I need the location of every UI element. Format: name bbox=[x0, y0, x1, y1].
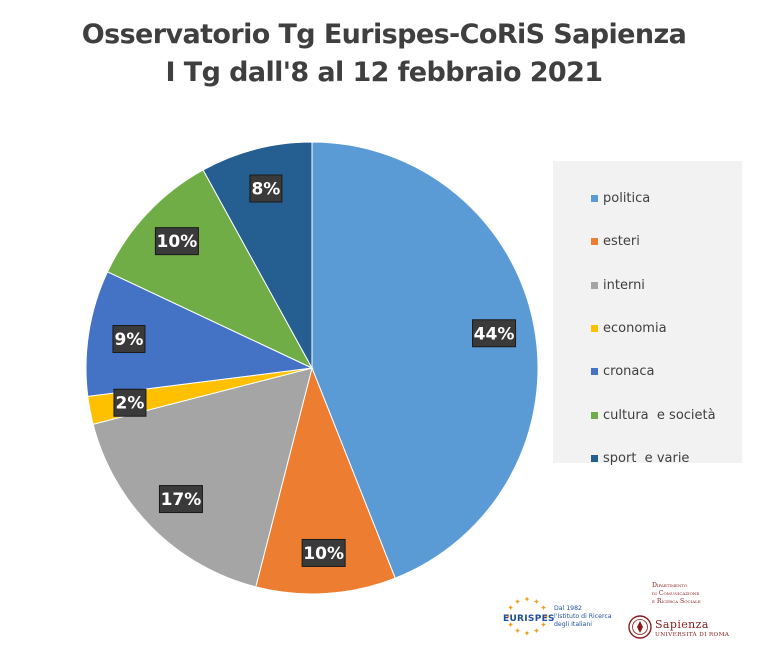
svg-text:✦: ✦ bbox=[543, 612, 550, 621]
eurispes-tagline: Dal 1982 l'Istituto di Ricerca degli Ita… bbox=[554, 605, 612, 628]
pie-data-label-text-4: 9% bbox=[115, 330, 144, 350]
legend-swatch-2 bbox=[591, 281, 598, 289]
legend-label-3: economia bbox=[603, 321, 667, 337]
pie-data-label-2: 17% bbox=[158, 485, 203, 514]
svg-text:✦: ✦ bbox=[505, 612, 512, 621]
pie-data-label-text-6: 8% bbox=[251, 180, 280, 200]
sapienza-seal-icon bbox=[628, 615, 652, 639]
chart-legend: politica esteri interni economia cronaca cult… bbox=[553, 161, 742, 466]
legend-swatch-3 bbox=[591, 325, 598, 333]
pie-data-label-text-1: 10% bbox=[303, 544, 344, 564]
pie-data-label-text-3: 2% bbox=[116, 394, 145, 414]
pie-data-label-0: 44% bbox=[472, 319, 517, 348]
pie-data-label-1: 10% bbox=[301, 538, 346, 567]
sapienza-name: Sapienza bbox=[655, 618, 709, 631]
pie-data-label-text-5: 10% bbox=[157, 232, 198, 252]
eurispes-logo: ✦ ✦ ✦ ✦ ✦ ✦ ✦ ✦ ✦ ✦ ✦ ✦ EURISPES Dal 1982 l'Istitut… bbox=[500, 594, 612, 639]
svg-text:✦: ✦ bbox=[533, 627, 540, 636]
pie-data-label-4: 9% bbox=[112, 325, 146, 354]
svg-text:✦: ✦ bbox=[507, 604, 514, 613]
pie-data-labels: 44% 10% 17% 2% 9% 10% 8% bbox=[112, 174, 517, 567]
pie-data-label-3: 2% bbox=[113, 388, 147, 417]
sapienza-logo: Dipartimento di Comunicazione e Ricerca … bbox=[625, 582, 755, 652]
chart-title-block: Osservatorio Tg Eurispes-CoRiS Sapienza … bbox=[0, 16, 768, 92]
legend-item-4: cronaca bbox=[591, 350, 742, 393]
svg-text:✦: ✦ bbox=[514, 597, 521, 606]
svg-text:✦: ✦ bbox=[514, 627, 521, 636]
svg-text:✦: ✦ bbox=[540, 604, 547, 613]
svg-text:✦: ✦ bbox=[540, 621, 547, 630]
legend-item-3: economia bbox=[591, 307, 742, 350]
pie-slice-6 bbox=[202, 141, 313, 369]
chart-subtitle: I Tg dall'8 al 12 febbraio 2021 bbox=[165, 57, 604, 88]
pie-data-label-6: 8% bbox=[249, 174, 283, 203]
legend-label-4: cronaca bbox=[603, 364, 655, 380]
svg-text:✦: ✦ bbox=[533, 597, 540, 606]
chart-title: Osservatorio Tg Eurispes-CoRiS Sapienza bbox=[81, 19, 687, 50]
eurispes-logo-text: EURISPES bbox=[503, 614, 555, 624]
svg-text:✦: ✦ bbox=[524, 629, 531, 638]
sapienza-subname: UNIVERSITÀ DI ROMA bbox=[655, 632, 730, 638]
legend-swatch-6 bbox=[591, 454, 598, 462]
pie-slice-2 bbox=[92, 367, 313, 588]
legend-label-5: cultura e società bbox=[603, 407, 716, 423]
pie-slice-5 bbox=[106, 169, 314, 370]
legend-label-6: sport e varie bbox=[603, 450, 690, 466]
department-name: Dipartimento di Comunicazione e Ricerca … bbox=[652, 582, 701, 605]
pie-slice-0 bbox=[311, 141, 539, 579]
legend-item-6: sport e varie bbox=[591, 437, 742, 480]
legend-swatch-0 bbox=[591, 195, 598, 203]
svg-text:✦: ✦ bbox=[507, 621, 514, 630]
pie-data-label-text-0: 44% bbox=[474, 324, 515, 344]
legend-item-5: cultura e società bbox=[591, 393, 742, 436]
legend-swatch-5 bbox=[591, 411, 598, 419]
legend-item-0: politica bbox=[591, 177, 742, 220]
pie-slice-1 bbox=[255, 366, 396, 595]
pie-slices bbox=[85, 141, 539, 595]
pie-slice-4 bbox=[85, 271, 314, 397]
pie-data-label-5: 10% bbox=[154, 227, 199, 256]
legend-label-1: esteri bbox=[603, 234, 640, 250]
legend-swatch-1 bbox=[591, 238, 598, 246]
pie-data-label-text-2: 17% bbox=[161, 490, 202, 510]
eurispes-stars-icon: ✦✦✦✦✦✦✦✦✦ ✦ ✦✦ bbox=[505, 595, 550, 638]
legend-item-1: esteri bbox=[591, 220, 742, 263]
legend-label-0: politica bbox=[603, 191, 651, 207]
legend-label-2: interni bbox=[603, 277, 645, 293]
legend-swatch-4 bbox=[591, 368, 598, 376]
svg-text:✦: ✦ bbox=[524, 595, 531, 604]
legend-item-2: interni bbox=[591, 264, 742, 307]
